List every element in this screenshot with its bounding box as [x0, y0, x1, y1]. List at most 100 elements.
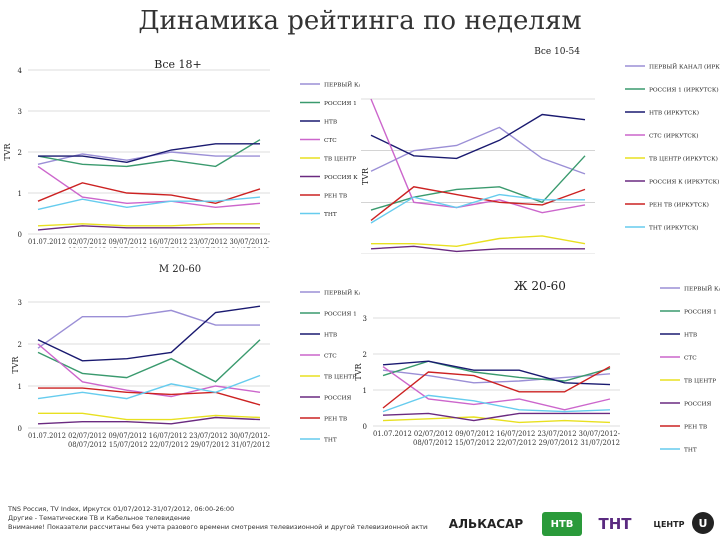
tnt-logo-text: ТНТ [598, 515, 632, 533]
legend-entry: РОССИЯ К (ИРКУТСК) [649, 179, 719, 186]
legend-entry: ТВ ЦЕНТР (ИРКУТСК) [649, 156, 718, 163]
series-line-2 [382, 360, 611, 386]
x-tick-labels-line1: 01.07.2012 02/07/2012 09/07/2012 16/07/2… [28, 238, 271, 246]
legend-entry: ТНТ [324, 438, 337, 444]
series-line-3 [382, 366, 611, 411]
series-line-3 [370, 98, 586, 214]
y-tick-label: 3 [18, 108, 22, 116]
y-tick-label: 3 [363, 315, 367, 323]
legend-entry: РОССИЯ [324, 396, 352, 402]
y-tick-label: 1 [18, 190, 22, 198]
series-line-4 [38, 412, 261, 421]
series-line-6 [382, 365, 611, 409]
chart-title: М 20-60 [159, 264, 201, 275]
page-title: Динамика рейтинга по неделям [138, 6, 582, 36]
y-tick-label: 2 [18, 149, 22, 157]
legend-entry: СТС [684, 356, 697, 362]
tnt-logo: ТНТ [588, 512, 642, 536]
x-tick-labels-line2: 08/07/2012 15/07/2012 22/07/2012 29/07/2… [68, 441, 270, 449]
legend-entry: СТС [324, 354, 337, 360]
y-axis-label: TVR [3, 142, 12, 160]
legend-entry: ПЕРВЫЙ КАНАЛ [324, 289, 360, 297]
legend-entry: НТВ [324, 333, 337, 339]
series-line-7 [370, 193, 585, 224]
legend-entry: РОССИЯ 1 [324, 312, 357, 318]
ntv-logo: НТВ [542, 512, 582, 536]
series-line-4 [371, 235, 586, 248]
legend-entry: СТС [324, 138, 337, 144]
y-tick-label: 1 [18, 383, 22, 391]
series-line-1 [37, 339, 261, 383]
alkasar-logo: АЛЬКАСАР [438, 512, 534, 536]
legend-entry: РОССИЯ К [324, 175, 358, 181]
legend-entry: НТВ [684, 333, 697, 339]
series-line-1 [37, 139, 261, 168]
x-tick-labels-line2: 08/07/2012 15/07/2012 22/07/2012 29/07/2… [413, 439, 620, 447]
series-line-6 [370, 186, 586, 221]
series-line-4 [382, 416, 611, 424]
center-logo-text: ЦЕНТР [653, 519, 685, 529]
y-tick-label: 0 [18, 231, 22, 239]
series-line-7 [37, 196, 261, 211]
logos-strip: АЛЬКАСАР НТВ ТНТ ЦЕНТР U [438, 512, 714, 538]
series-line-7 [37, 374, 261, 400]
series-line-1 [382, 360, 611, 382]
y-tick-label: 2 [18, 341, 22, 349]
series-line-5 [382, 412, 610, 422]
series-line-5 [37, 416, 261, 425]
legend-entry: РЕН ТВ (ИРКУТСК) [649, 202, 709, 209]
x-tick-labels-line1: 01.07.2012 02/07/2012 09/07/2012 16/07/2… [28, 432, 271, 440]
legend-entry: ТВ ЦЕНТР [684, 379, 716, 385]
chart-all-10-54: Все 10-54TVR012301.07.2012 02/07/2012 09… [361, 47, 720, 254]
legend-entry: ПЕРВЫЙ КАНАЛ [684, 285, 720, 293]
legend-entry: СТС (ИРКУТСК) [649, 133, 699, 140]
footer-notes: TNS Россия, TV Index, Иркутск 01/07/2012… [8, 505, 428, 532]
legend-entry: РЕН ТВ [684, 425, 707, 431]
legend-entry: НТВ (ИРКУТСК) [649, 110, 699, 117]
x-tick-labels-line2: 08/07/2012 15/07/2012 22/07/2012 29/07/2… [68, 247, 270, 248]
footer-other: Другие - Тематические ТВ и Кабельное тел… [8, 514, 191, 522]
legend-entry: РЕН ТВ [324, 194, 347, 200]
y-axis-label: TVR [355, 362, 363, 380]
y-tick-label: 2 [363, 351, 367, 359]
series-line-5 [370, 245, 585, 253]
y-tick-label: 3 [18, 299, 22, 307]
series-line-4 [37, 223, 260, 227]
legend-entry: ПЕРВЫЙ КАНАЛ (ИРКУТСК) [649, 63, 720, 71]
legend-entry: РОССИЯ 1 (ИРКУТСК) [649, 87, 719, 94]
alkasar-logo-text: АЛЬКАСАР [448, 517, 524, 531]
chart-m-20-60: М 20-60 TVR 0 1 2 3 01.07.2012 02/07/2012 09/0… [11, 264, 360, 449]
y-tick-label: 1 [363, 387, 367, 395]
chart-title: Ж 20-60 [514, 279, 566, 293]
y-axis-label: TVR [11, 355, 20, 373]
y-tick-label: 0 [18, 425, 22, 433]
legend-entry: ТНТ [684, 448, 697, 454]
series-line-0 [370, 126, 586, 175]
series-line-5 [37, 225, 260, 231]
legend-entry: РЕН ТВ [324, 417, 347, 423]
y-tick-label: 4 [18, 67, 23, 75]
series-line-7 [382, 394, 611, 413]
y-tick-label: 0 [363, 423, 367, 431]
center-logo: ЦЕНТР [646, 512, 692, 536]
series-line-1 [370, 155, 586, 211]
series-line-0 [382, 369, 611, 384]
legend-entry: РОССИЯ [684, 402, 712, 408]
legend-entry: ТВ ЦЕНТР [324, 375, 356, 381]
footer-source: TNS Россия, TV Index, Иркутск 01/07/2012… [8, 505, 235, 513]
series-line-0 [37, 309, 260, 349]
legend-entry: НТВ [324, 120, 337, 126]
legend-entry: ТНТ (ИРКУТСК) [649, 225, 699, 232]
footer-warning: Внимание! Показатели рассчитаны без учет… [8, 523, 428, 531]
series-line-2 [370, 113, 586, 160]
x-tick-labels-line1: 01.07.2012 02/07/2012 09/07/2012 16/07/2… [373, 430, 621, 438]
channel-u-icon: U [698, 516, 708, 530]
tv-channel-logo-circle: U [692, 512, 714, 534]
legend-entry: РОССИЯ 1 [684, 310, 717, 316]
chart-title: Все 18+ [154, 58, 201, 71]
y-axis-label: TVR [361, 167, 370, 185]
series-line-3 [37, 165, 261, 209]
chart-all-18: Все 18+ TVR 0 1 2 3 4 01.07.2012 02/07/2012 09/… [3, 58, 360, 248]
chart-title: Все 10-54 [534, 47, 580, 57]
chart-w-20-60: Ж 20-60 TVR 0 1 2 3 01.07.2012 02/07/2012 09/0… [355, 279, 720, 454]
